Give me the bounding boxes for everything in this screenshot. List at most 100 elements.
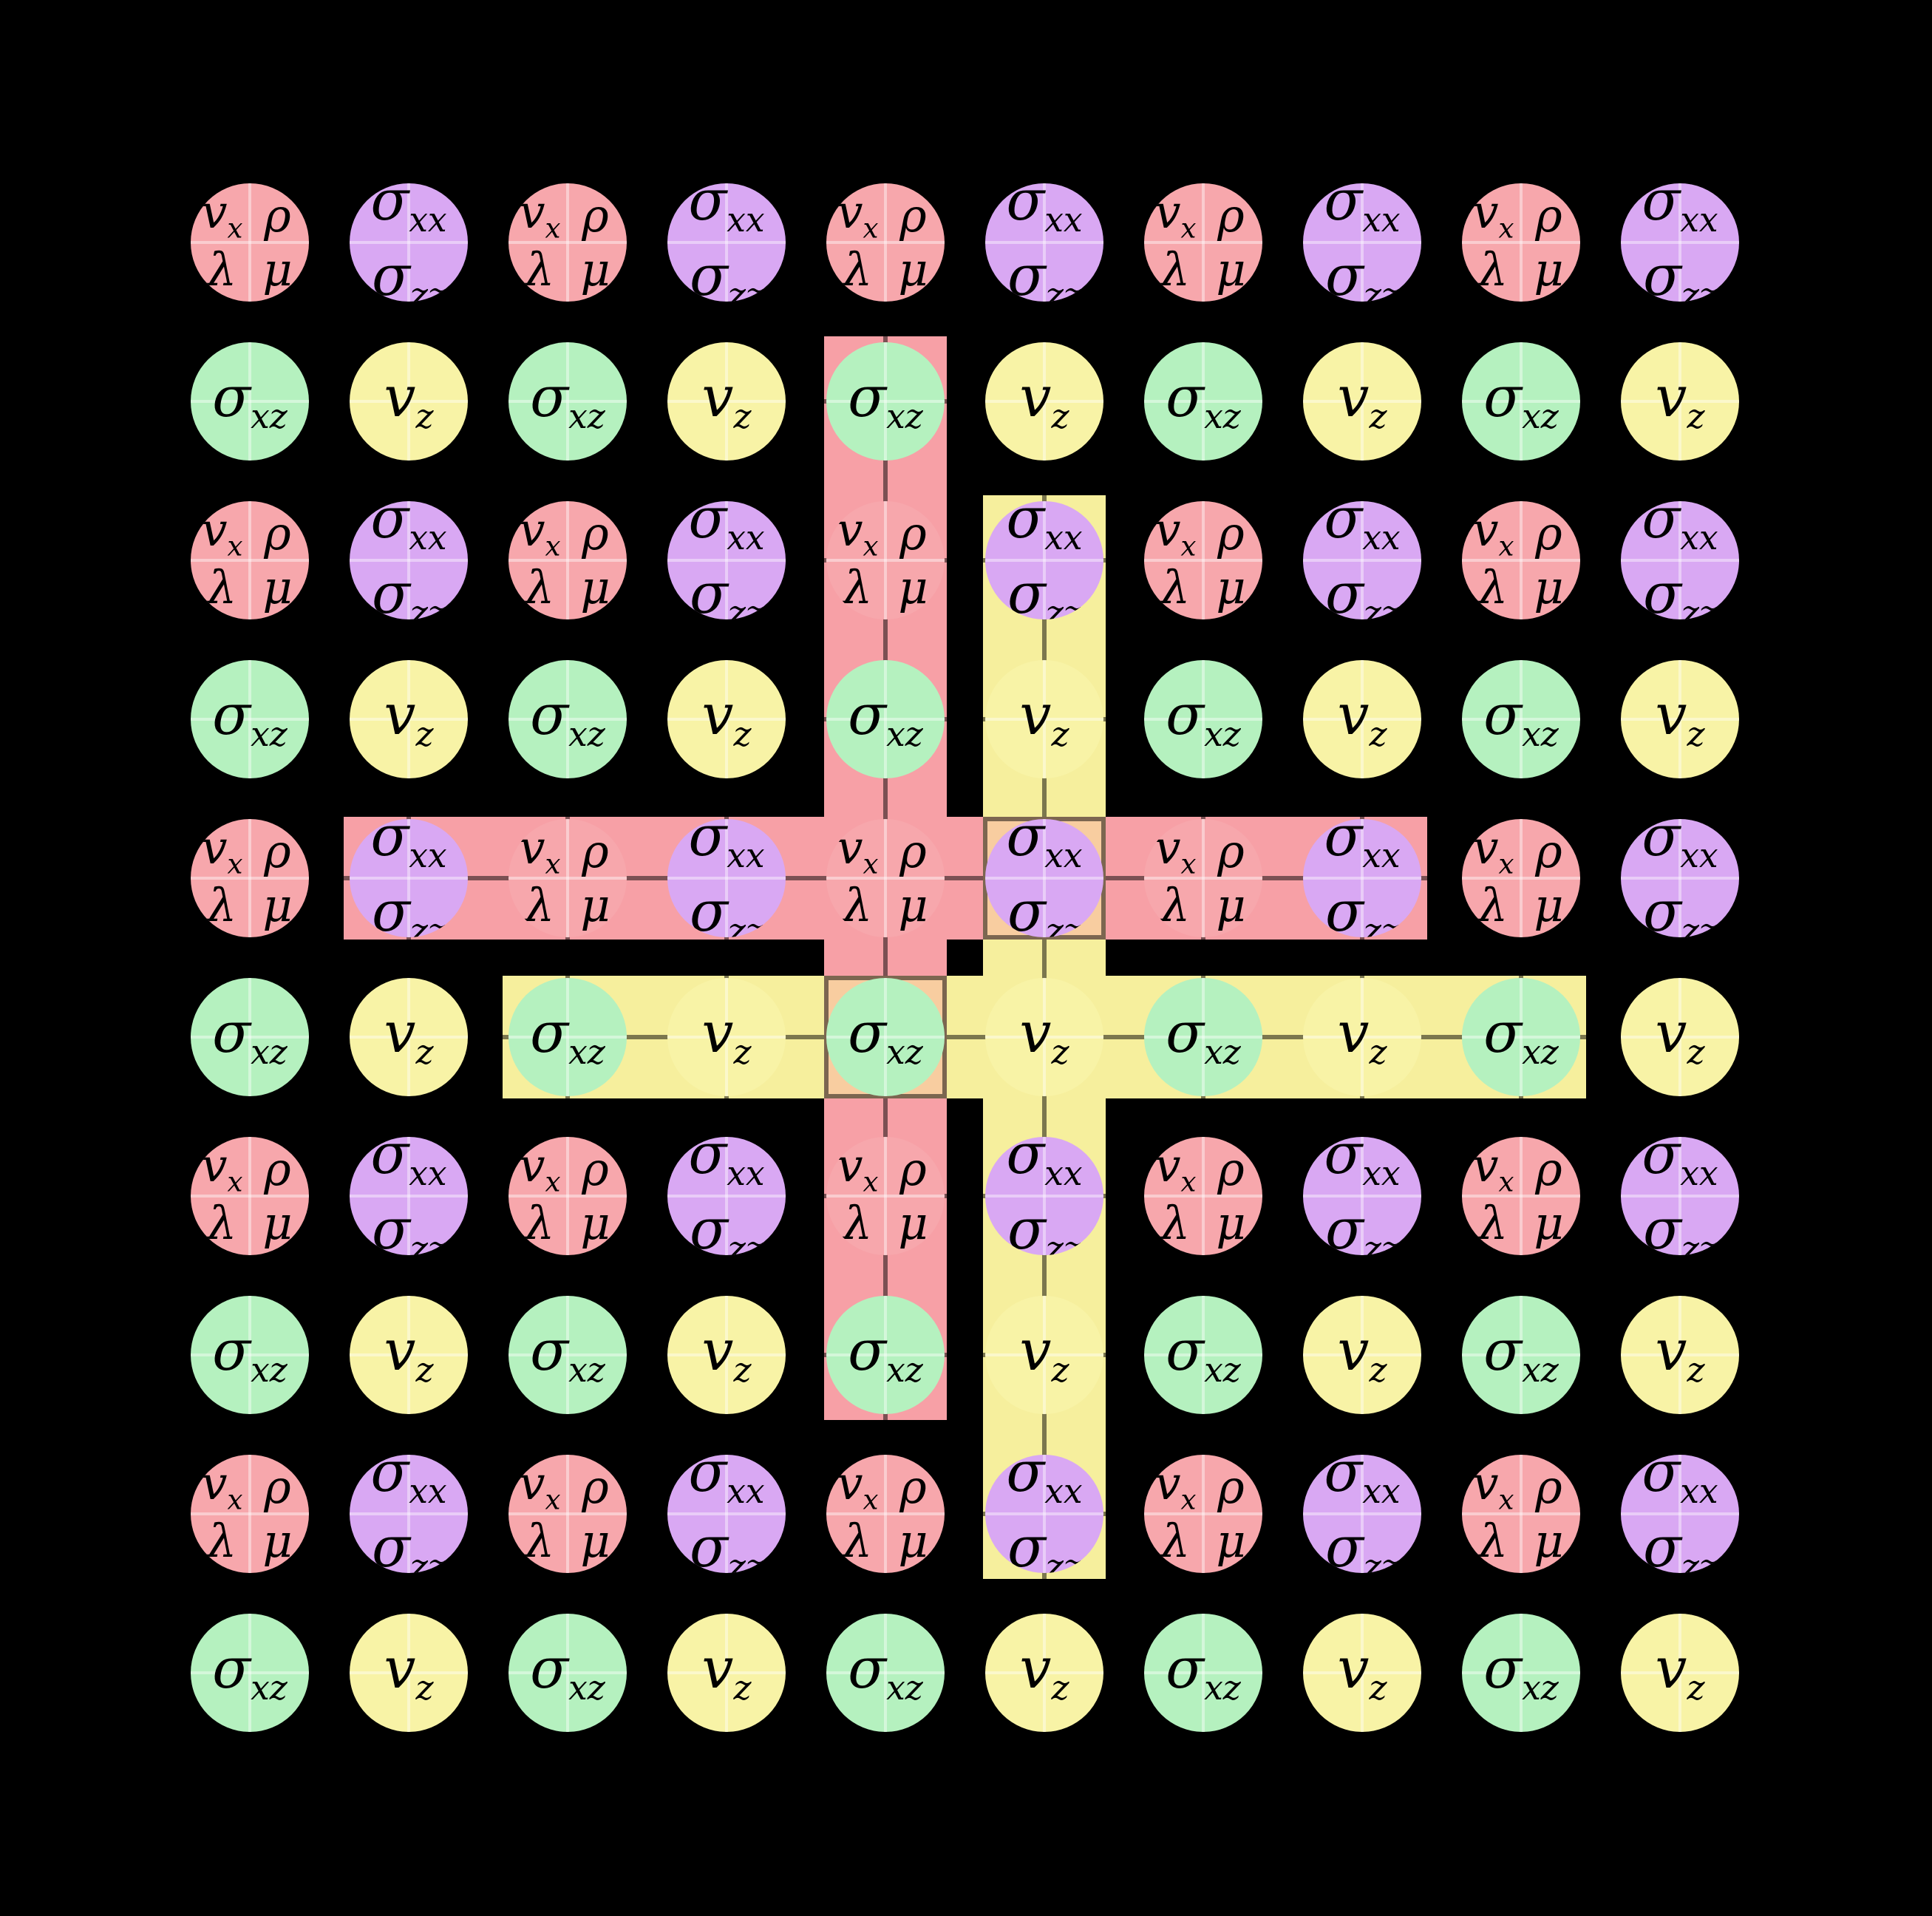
node-label: σxx	[370, 819, 446, 873]
label-sub: z	[415, 1033, 434, 1073]
stacked-labels: σxx σzz	[688, 183, 764, 302]
quadrant-cell: μ	[885, 1514, 941, 1568]
label-sub: xz	[886, 715, 923, 755]
quadrant-cell: vx	[512, 1142, 568, 1196]
stacked-labels: σxx σzz	[688, 1137, 764, 1255]
quadrant-cell: λ	[1466, 1196, 1521, 1250]
quadrant-cell: λ	[512, 242, 568, 296]
crosshair-horizontal-line	[1144, 1036, 1262, 1039]
crosshair-vertical-line	[566, 1614, 569, 1732]
crosshair-horizontal-line	[826, 877, 945, 880]
label-sub: xz	[886, 397, 923, 437]
label-sub: xz	[251, 1351, 288, 1390]
quadrant-labels: vx ρ λ μ	[512, 1142, 623, 1250]
label-base: v	[1337, 999, 1370, 1066]
quadrant-labels: vx ρ λ μ	[830, 506, 941, 614]
crosshair-horizontal-line	[1303, 1671, 1421, 1674]
crosshair-horizontal-line	[508, 1353, 627, 1356]
node-label: μ	[1534, 882, 1563, 928]
vz-velocity-node: vz	[1621, 342, 1739, 461]
label-base: ρ	[264, 188, 291, 242]
node-label: vx	[519, 1460, 560, 1514]
vx-density-material-node: vx ρ λ μ	[826, 1137, 945, 1255]
label-sub: xx	[1362, 200, 1401, 240]
crosshair-vertical-line	[1678, 660, 1681, 778]
vz-velocity-node: vz	[985, 342, 1103, 461]
node-label: σxx	[688, 819, 764, 873]
label-base: v	[519, 820, 545, 874]
crosshair-horizontal-line	[985, 400, 1103, 403]
node-label: σxx	[688, 1137, 764, 1191]
crosshair-horizontal-line	[1462, 559, 1580, 562]
label-base: v	[1472, 502, 1499, 557]
node-label: vz	[1656, 687, 1705, 752]
label-sub: xx	[727, 200, 765, 240]
node-label: σxz	[212, 687, 288, 752]
shear-stress-node: σxz	[1144, 342, 1262, 461]
node-label: σxz	[1166, 369, 1241, 434]
quadrant-labels: vx ρ λ μ	[194, 1460, 305, 1568]
label-base: ρ	[1217, 1141, 1245, 1196]
label-base: σ	[212, 1635, 251, 1702]
crosshair-horizontal-line	[350, 718, 468, 721]
label-sub: zz	[409, 1547, 446, 1573]
crosshair-horizontal-line	[667, 1671, 786, 1674]
label-base: μ	[1534, 560, 1564, 614]
crosshair-horizontal-line	[826, 1512, 945, 1515]
crosshair-horizontal-line	[985, 718, 1103, 721]
quadrant-cell: μ	[1203, 1196, 1259, 1250]
crosshair-horizontal-line	[350, 1353, 468, 1356]
quadrant-cell: λ	[194, 878, 250, 932]
node-label: vz	[1338, 1640, 1387, 1705]
quadrant-cell: ρ	[250, 1460, 305, 1514]
label-base: μ	[580, 1195, 610, 1250]
quadrant-cell: μ	[1203, 242, 1259, 296]
vx-density-material-node: vx ρ λ μ	[826, 819, 945, 937]
crosshair-horizontal-line	[191, 241, 309, 244]
label-base: σ	[1483, 1635, 1523, 1702]
label-base: ρ	[899, 1141, 927, 1196]
node-label: vx	[201, 506, 242, 560]
label-base: σ	[370, 819, 409, 869]
node-label: σxx	[1324, 819, 1400, 873]
label-sub: xz	[251, 715, 288, 755]
quadrant-cell: λ	[1466, 1514, 1521, 1568]
label-base: σ	[370, 183, 409, 234]
vx-density-material-node: vx ρ λ μ	[1144, 1455, 1262, 1573]
label-base: λ	[525, 560, 555, 614]
label-sub: xx	[409, 518, 447, 558]
node-label: σxz	[530, 369, 605, 434]
label-base: σ	[1324, 819, 1363, 869]
normal-stress-node: σxx σzz	[667, 501, 786, 619]
label-sub: xx	[1044, 1154, 1083, 1194]
label-base: λ	[1478, 877, 1508, 932]
vx-density-material-node: vx ρ λ μ	[508, 501, 627, 619]
quadrant-cell: ρ	[568, 824, 623, 878]
label-base: μ	[1216, 560, 1246, 614]
label-base: v	[1154, 184, 1181, 239]
crosshair-horizontal-line	[191, 1512, 309, 1515]
node-label: ρ	[1535, 828, 1562, 874]
node-label: ρ	[1217, 510, 1244, 557]
vz-velocity-node: vz	[667, 1614, 786, 1732]
label-base: v	[837, 1138, 863, 1192]
quadrant-cell: vx	[512, 506, 568, 560]
crosshair-horizontal-line	[1303, 877, 1421, 880]
quadrant-labels: vx ρ λ μ	[512, 188, 623, 296]
crosshair-horizontal-line	[508, 1512, 627, 1515]
node-label: λ	[208, 1518, 237, 1564]
node-label: ρ	[899, 510, 926, 557]
label-sub: xx	[1680, 1154, 1718, 1194]
crosshair-horizontal-line	[826, 559, 945, 562]
node-label: ρ	[1535, 1146, 1562, 1192]
node-label: λ	[525, 246, 554, 293]
label-base: σ	[1642, 1137, 1681, 1187]
node-label: σzz	[372, 1201, 446, 1256]
quadrant-labels: vx ρ λ μ	[1466, 506, 1576, 614]
label-base: v	[1472, 1138, 1499, 1192]
crosshair-vertical-line	[1361, 978, 1364, 1096]
node-label: μ	[1216, 564, 1245, 611]
shear-stress-node: σxz	[191, 1296, 309, 1414]
label-sub: zz	[727, 911, 763, 937]
node-label: vx	[1154, 188, 1196, 242]
